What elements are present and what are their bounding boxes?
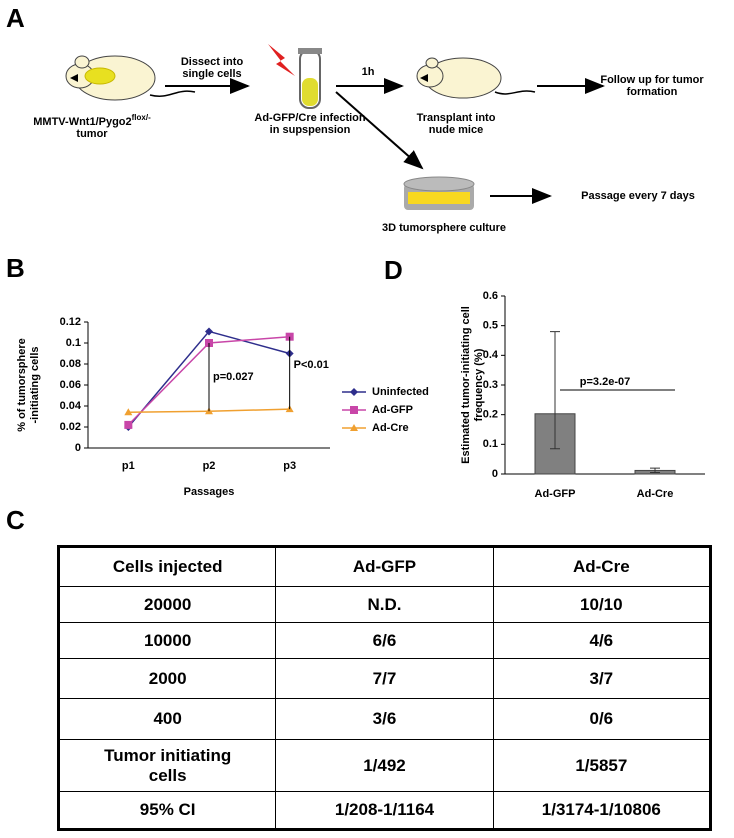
table-cell: N.D. bbox=[275, 586, 494, 623]
table-row: Tumor initiating cells 1/492 1/5857 bbox=[57, 739, 712, 792]
table-cell: 400 bbox=[57, 698, 277, 740]
y-tick-label: 0.2 bbox=[483, 409, 498, 421]
y-tick-label: 0.12 bbox=[60, 316, 81, 328]
panel-label: C bbox=[6, 505, 25, 535]
x-tick-label: p2 bbox=[203, 460, 216, 472]
panel-label: A bbox=[6, 3, 25, 33]
legend-label: Ad-Cre bbox=[372, 422, 409, 434]
y-tick-label: 0 bbox=[75, 442, 81, 454]
table-cell: 1/492 bbox=[275, 739, 494, 792]
tube bbox=[298, 48, 322, 109]
table-row: 2000 7/7 3/7 bbox=[57, 658, 712, 699]
source-label-sup: flox/- bbox=[132, 113, 151, 122]
mouse bbox=[416, 57, 536, 99]
x-tick-label: Ad-Cre bbox=[637, 488, 674, 500]
header-cell: Ad-GFP bbox=[275, 546, 494, 587]
legend-marker bbox=[350, 388, 358, 396]
transplant-label: nude mice bbox=[429, 124, 483, 136]
annotation: P<0.01 bbox=[294, 359, 329, 371]
legend-label: Ad-GFP bbox=[372, 404, 413, 416]
table-row: 10000 6/6 4/6 bbox=[57, 622, 712, 659]
y-tick-label: 0.06 bbox=[60, 379, 81, 391]
annotation: p=0.027 bbox=[213, 371, 254, 383]
y-tick-label: 0 bbox=[492, 468, 498, 480]
mouse bbox=[65, 55, 196, 101]
y-tick-label: 0.02 bbox=[60, 421, 81, 433]
table-cell: 10/10 bbox=[492, 586, 712, 623]
table-row: 400 3/6 0/6 bbox=[57, 698, 712, 740]
data-point bbox=[124, 420, 133, 429]
legend-label: Uninfected bbox=[372, 386, 429, 398]
table-cell: 1/3174-1/10806 bbox=[492, 791, 712, 830]
step-label: single cells bbox=[182, 68, 241, 80]
follow-label: formation bbox=[627, 86, 678, 98]
table-cell: 7/7 bbox=[275, 658, 494, 699]
legend-marker bbox=[350, 424, 358, 431]
error-bar bbox=[650, 467, 660, 474]
follow-label: Follow up for tumor bbox=[600, 74, 704, 86]
table-cell: 1/5857 bbox=[492, 739, 712, 792]
y-tick-label: 0.5 bbox=[483, 320, 498, 332]
y-axis-label: % of tumorsphere bbox=[16, 338, 28, 432]
lightning bbox=[268, 44, 295, 76]
y-tick-label: 0.4 bbox=[483, 349, 499, 361]
y-tick-label: 0.08 bbox=[60, 358, 81, 370]
table-cell: 6/6 bbox=[275, 622, 494, 659]
table-cell: 3/7 bbox=[492, 658, 712, 699]
infection-label: Ad-GFP/Cre infection bbox=[254, 112, 366, 124]
table-cell: Tumor initiating cells bbox=[57, 739, 277, 792]
error-bar bbox=[550, 331, 560, 450]
table-row: 95% CI 1/208-1/1164 1/3174-1/10806 bbox=[57, 791, 712, 830]
table-cell: 20000 bbox=[57, 586, 277, 623]
y-axis-label: Estimated tumor-initiating cell bbox=[460, 306, 472, 464]
table-header: Cells injected Ad-GFP Ad-Cre bbox=[57, 546, 712, 587]
y-tick-label: 0.1 bbox=[483, 438, 498, 450]
arrow bbox=[335, 91, 424, 170]
x-axis-label: Passages bbox=[184, 486, 235, 498]
passage-label: Passage every 7 days bbox=[581, 190, 695, 202]
table-row: 20000 N.D. 10/10 bbox=[57, 586, 712, 623]
header-cell: Cells injected bbox=[57, 546, 277, 587]
legend-marker bbox=[350, 406, 358, 414]
infection-label: in supspension bbox=[270, 124, 351, 136]
y-tick-label: 0.04 bbox=[60, 400, 82, 412]
y-tick-label: 0.6 bbox=[483, 290, 498, 302]
culture-label: 3D tumorsphere culture bbox=[382, 222, 506, 234]
dish bbox=[403, 176, 475, 210]
source-label: MMTV-Wnt1/Pygo2flox/- bbox=[33, 113, 151, 128]
transplant-label: Transplant into bbox=[417, 112, 496, 124]
table-cell: 95% CI bbox=[57, 791, 277, 830]
y-tick-label: 0.1 bbox=[66, 337, 81, 349]
y-axis-label: -initiating cells bbox=[29, 346, 41, 423]
time-label: 1h bbox=[362, 66, 375, 78]
y-axis-label: frequency (%) bbox=[473, 348, 485, 421]
table-cell: 10000 bbox=[57, 622, 277, 659]
table-cell: 1/208-1/1164 bbox=[275, 791, 494, 830]
panel-label: B bbox=[6, 253, 25, 283]
annotation: p=3.2e-07 bbox=[580, 376, 630, 388]
x-tick-label: p1 bbox=[122, 460, 135, 472]
table-cell: 4/6 bbox=[492, 622, 712, 659]
source-label-main: MMTV-Wnt1/Pygo2 bbox=[33, 116, 131, 128]
table-cell: 0/6 bbox=[492, 698, 712, 740]
data-point bbox=[124, 408, 133, 416]
results-table: Cells injected Ad-GFP Ad-Cre 20000 N.D. 10… bbox=[57, 545, 712, 831]
x-tick-label: Ad-GFP bbox=[535, 488, 576, 500]
step-label: Dissect into bbox=[181, 56, 244, 68]
table-cell: 2000 bbox=[57, 658, 277, 699]
source-label: tumor bbox=[76, 128, 108, 140]
table-cell: 3/6 bbox=[275, 698, 494, 740]
x-tick-label: p3 bbox=[283, 460, 296, 472]
header-cell: Ad-Cre bbox=[492, 546, 712, 587]
data-point bbox=[205, 327, 213, 336]
panel-label: D bbox=[384, 255, 403, 285]
y-tick-label: 0.3 bbox=[483, 379, 498, 391]
